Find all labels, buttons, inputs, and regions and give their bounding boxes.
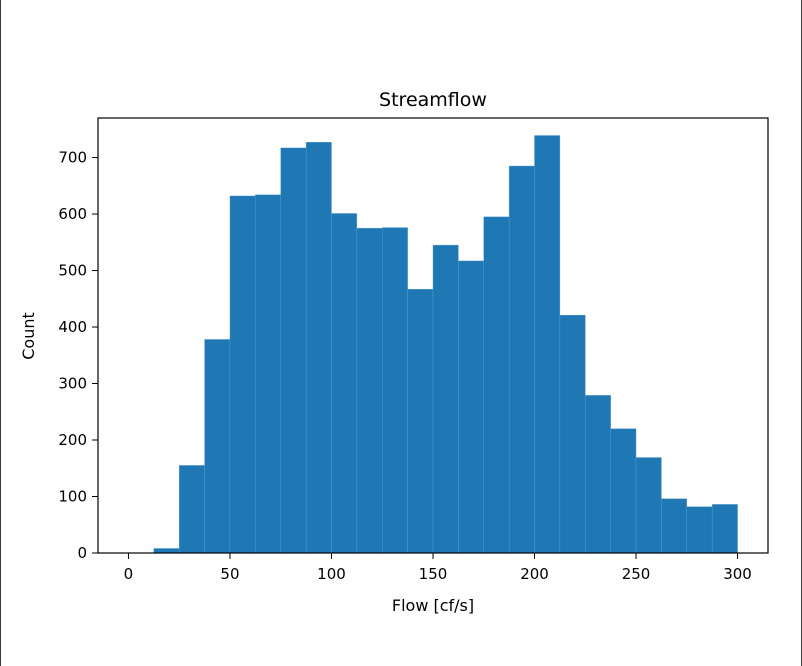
histogram-bar [711,504,738,554]
plot-frame [97,117,769,554]
histogram-bar [661,498,687,554]
histogram-bar [407,288,434,554]
y-axis-ticks: 0 100 200 300 400 500 600 700 [58,149,98,562]
y-tick-label: 600 [58,205,87,223]
x-tick-label: 200 [520,565,549,583]
x-tick-label: 250 [622,565,651,583]
bars-group [153,135,738,554]
histogram-bar [153,548,180,554]
histogram-bar [610,428,637,554]
x-tick-label: 50 [220,565,239,583]
histogram-bar [204,339,231,554]
y-axis-label: Count [19,312,38,360]
histogram-bar [559,314,586,554]
histogram-bar [305,142,332,554]
histogram-bar [483,216,510,554]
histogram-bar [331,213,358,554]
y-tick-label: 700 [58,149,87,167]
histogram-bar [508,165,535,554]
y-tick-label: 500 [58,262,87,280]
x-axis-ticks: 0 50 100 150 200 250 300 [124,553,752,583]
histogram-bar [432,244,459,554]
histogram-bar [356,227,383,554]
x-tick-label: 100 [317,565,346,583]
histogram-bar [534,135,561,554]
histogram-bar [280,147,307,554]
histogram-bar [382,227,408,554]
x-axis-label: Flow [cf/s] [392,596,474,615]
histogram-bar [255,194,281,554]
chart-title: Streamflow [379,89,487,111]
histogram-bar [458,260,484,554]
y-tick-label: 300 [58,375,87,393]
histogram-bar [585,395,611,554]
y-tick-label: 0 [77,544,87,562]
histogram-bar [635,457,662,554]
y-tick-label: 100 [58,488,87,506]
histogram-bar [179,465,205,554]
x-tick-label: 300 [723,565,752,583]
x-tick-label: 0 [124,565,134,583]
histogram-bar [229,195,256,554]
histogram-bar [686,506,713,554]
y-tick-label: 200 [58,431,87,449]
y-tick-label: 400 [58,318,87,336]
x-tick-label: 150 [419,565,448,583]
